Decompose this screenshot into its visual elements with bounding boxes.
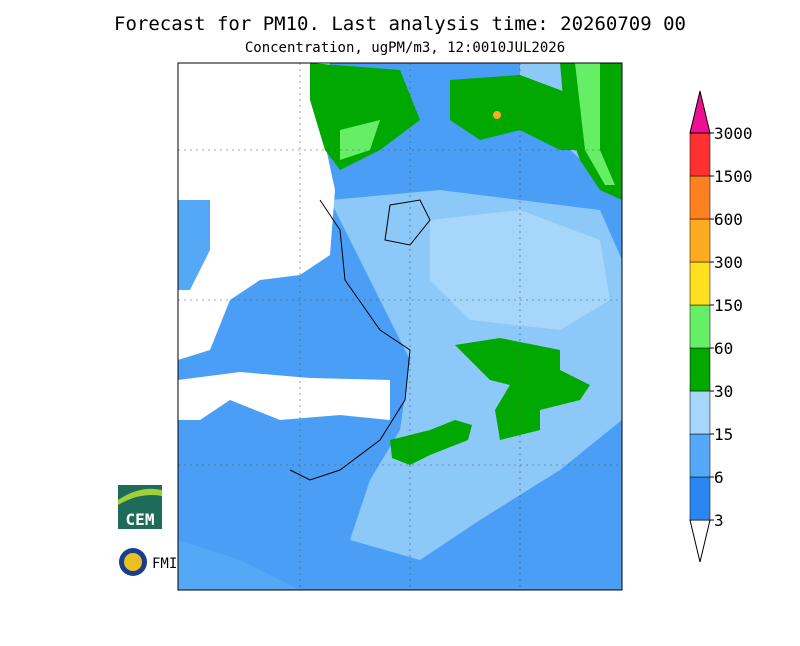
colorbar-label: 3000 (714, 124, 753, 143)
colorbar-label: 1500 (714, 167, 753, 186)
fmi-logo: FMI (119, 548, 177, 576)
map (177, 62, 623, 591)
colorbar-band (689, 261, 711, 306)
colorbar-label: 600 (714, 210, 743, 229)
title: Forecast for PM10. Last analysis time: 2… (114, 13, 686, 35)
subtitle: Concentration, ugPM/m3, 12:0010JUL2026 (245, 40, 565, 56)
cem-text: CEM (126, 510, 155, 529)
colorbar-band (689, 175, 711, 220)
colorbar-band (689, 476, 711, 521)
colorbar-label: 150 (714, 296, 743, 315)
colorbar-band (689, 132, 711, 177)
colorbar-label: 6 (714, 468, 724, 487)
colorbar-label: 60 (714, 339, 733, 358)
colorbar-label: 3 (714, 511, 724, 530)
colorbar-label: 15 (714, 425, 733, 444)
colorbar-under (689, 519, 711, 563)
colorbar-band (689, 433, 711, 478)
colorbar-band (689, 304, 711, 349)
colorbar: 3 6 15 30 60 150 300 600 1500 3000 (689, 90, 753, 563)
cem-logo: CEM (118, 485, 162, 529)
colorbar-band (689, 347, 711, 392)
colorbar-band (689, 218, 711, 263)
fmi-text: FMI (152, 556, 177, 572)
colorbar-label: 300 (714, 253, 743, 272)
colorbar-band (689, 390, 711, 435)
colorbar-over (689, 90, 711, 134)
colorbar-label: 30 (714, 382, 733, 401)
